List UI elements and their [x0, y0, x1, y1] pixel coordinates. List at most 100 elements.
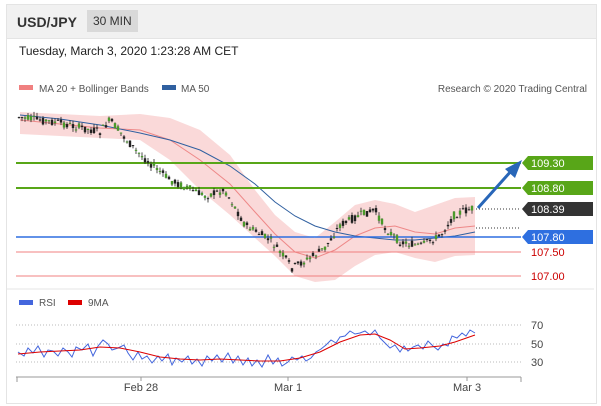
candle-up: [470, 205, 474, 211]
candle-up: [182, 186, 186, 190]
candle-down: [311, 252, 315, 256]
candle-up: [377, 215, 381, 221]
candle-down: [38, 119, 42, 121]
candle-up: [392, 234, 396, 236]
candle-down: [56, 119, 60, 121]
chart-widget: USD/JPY 30 MIN Tuesday, March 3, 2020 1:…: [6, 4, 597, 404]
candle-down: [290, 268, 294, 272]
candle-up: [356, 215, 360, 218]
candle-up: [224, 192, 228, 196]
candle-up: [164, 173, 168, 178]
candle-up: [23, 117, 27, 119]
timeframe-badge[interactable]: 30 MIN: [87, 10, 138, 32]
candle-up: [305, 257, 309, 260]
candle-up: [359, 210, 363, 212]
candle-up: [47, 120, 51, 122]
candle-up: [77, 123, 81, 128]
candle-down: [431, 242, 435, 244]
candle-down: [284, 255, 288, 258]
candle-up: [230, 204, 234, 206]
candle-down: [41, 117, 45, 125]
candle-up: [278, 250, 282, 254]
candle-up: [140, 155, 144, 158]
ma50-legend-swatch: [162, 85, 176, 90]
candle-down: [443, 230, 447, 232]
candle-down: [131, 145, 135, 147]
forecast-arrow: [476, 168, 514, 210]
candle-down: [17, 117, 21, 119]
candle-up: [380, 218, 384, 225]
candle-up: [188, 185, 192, 188]
candle-up: [407, 245, 411, 247]
candle-down: [191, 190, 195, 192]
candle-up: [68, 123, 72, 125]
forecast-arrowhead: [505, 160, 522, 178]
candle-up: [269, 237, 273, 239]
candle-up: [302, 262, 306, 265]
bollinger-band: [20, 112, 475, 282]
candle-up: [338, 224, 342, 228]
rsi-line: [17, 329, 476, 368]
resistance-2-tag: 109.30: [522, 156, 593, 170]
candle-down: [467, 209, 471, 211]
resistance-1-tag: 108.80: [522, 181, 593, 195]
credit-text: Research © 2020 Trading Central: [438, 84, 587, 95]
candle-up: [332, 236, 336, 238]
candle-up: [323, 246, 327, 250]
candle-down: [260, 231, 264, 236]
rsi-ma-legend-swatch: [68, 300, 82, 305]
candle-down: [374, 208, 378, 213]
candle-up: [53, 121, 57, 124]
candle-up: [248, 228, 252, 231]
candle-down: [89, 129, 93, 133]
svg-text:108.39: 108.39: [531, 204, 565, 216]
candle-down: [110, 118, 114, 122]
candle-up: [125, 141, 129, 143]
candle-up: [155, 167, 159, 171]
candle-down: [65, 124, 69, 128]
candle-down: [173, 179, 177, 184]
current-price-tag: 108.39: [522, 202, 593, 216]
candle-down: [455, 217, 459, 219]
candle-down: [206, 198, 210, 200]
candle-down: [257, 234, 261, 236]
candle-down: [398, 244, 402, 246]
candle-down: [59, 119, 63, 123]
candle-up: [113, 123, 117, 129]
candle-down: [437, 234, 441, 237]
candle-up: [194, 189, 198, 192]
candle-down: [449, 219, 453, 223]
x-axis-label-mar1: Mar 1: [274, 382, 302, 394]
rsi-50-label: 50: [531, 339, 543, 351]
candle-up: [101, 124, 105, 126]
candle-up: [137, 152, 141, 154]
candle-up: [218, 192, 222, 195]
candle-down: [50, 119, 54, 125]
candle-up: [251, 227, 255, 230]
candle-up: [29, 116, 33, 121]
candle-down: [266, 238, 270, 241]
candle-up: [362, 209, 366, 215]
candle-up: [272, 246, 276, 248]
candle-up: [422, 240, 426, 243]
candle-down: [98, 133, 102, 135]
candle-up: [152, 162, 156, 166]
candle-down: [440, 234, 444, 236]
candle-down: [236, 211, 240, 217]
candle-down: [317, 248, 321, 252]
rsi-70-label: 70: [531, 320, 543, 332]
candle-up: [185, 185, 189, 188]
candle-down: [464, 207, 468, 214]
candle-down: [245, 222, 249, 226]
candle-up: [281, 252, 285, 257]
rsi-30-label: 30: [531, 357, 543, 369]
pivot-tag: 107.80: [522, 230, 593, 244]
candle-down: [176, 182, 180, 187]
candle-down: [128, 140, 132, 148]
candle-up: [314, 255, 318, 257]
rsi-ma-line: [17, 333, 476, 362]
symbol-title: USD/JPY: [17, 14, 77, 30]
candle-up: [134, 149, 138, 151]
candle-down: [215, 190, 219, 192]
